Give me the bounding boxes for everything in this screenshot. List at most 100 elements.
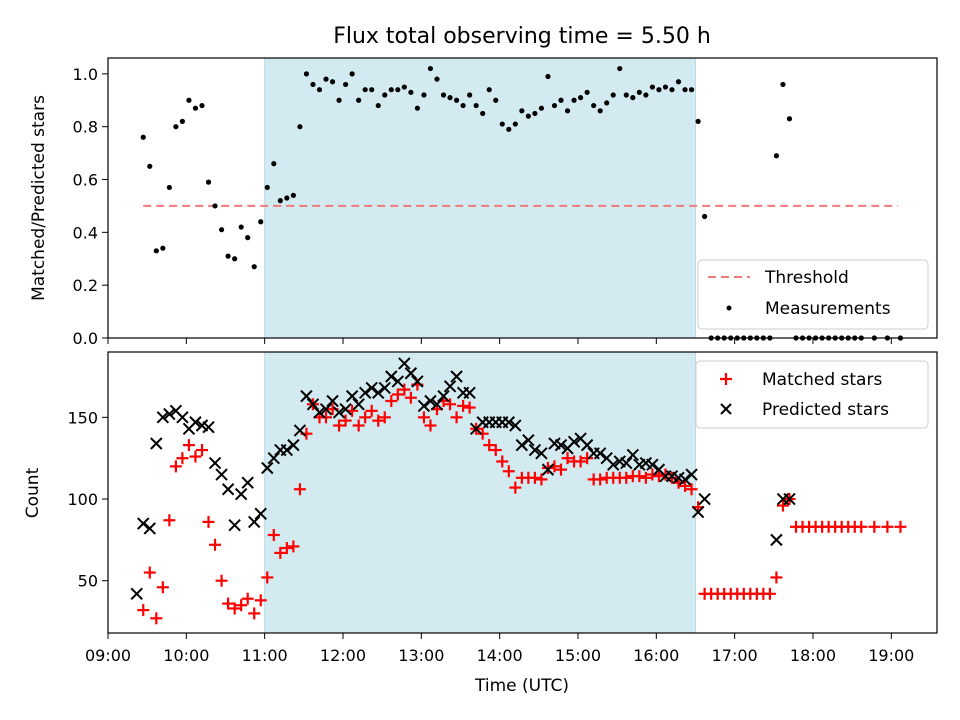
- measurement-point: [773, 153, 780, 159]
- measurement-point: [545, 73, 551, 80]
- measurement-point: [329, 79, 336, 85]
- predicted-star-point: [241, 476, 254, 489]
- measurement-point: [551, 102, 558, 109]
- predicted-star-point: [326, 394, 339, 408]
- bottom-x-tick-label: 19:00: [868, 646, 914, 665]
- matched-star-point: [222, 597, 235, 610]
- measurement-point: [421, 92, 427, 98]
- measurement-point: [271, 161, 277, 167]
- matched-star-point: [776, 499, 789, 512]
- measurement-point: [493, 97, 499, 103]
- matched-star-point: [763, 587, 776, 600]
- predicted-star-point: [261, 461, 274, 475]
- bottom-x-tick-label: 16:00: [633, 646, 679, 665]
- matched-star-point: [391, 388, 404, 401]
- measurement-point: [617, 65, 623, 72]
- matched-star-point: [417, 411, 430, 424]
- predicted-star-point: [208, 456, 222, 470]
- measurement-point: [636, 89, 642, 95]
- predicted-star-point: [365, 381, 378, 395]
- predicted-star-point: [319, 402, 333, 416]
- matched-star-point: [365, 404, 378, 417]
- measurement-point: [564, 108, 571, 114]
- measurement-point: [362, 87, 368, 93]
- matched-star-point: [287, 540, 300, 553]
- matched-star-point: [215, 574, 228, 587]
- matched-star-point: [378, 411, 391, 424]
- measurement-point: [343, 81, 349, 88]
- matched-star-point: [555, 463, 568, 476]
- measurement-point: [310, 81, 316, 88]
- bottom-x-tick-label: 18:00: [790, 646, 836, 665]
- top-y-tick-label: 0.4: [73, 223, 98, 242]
- predicted-star-point: [385, 370, 398, 383]
- top-legend-box: [697, 259, 929, 330]
- measurement-point: [277, 198, 283, 204]
- top-x-ticks: [107, 338, 892, 344]
- matched-star-point: [894, 520, 907, 533]
- bottom-shaded-region: [264, 352, 696, 633]
- matched-star-point: [398, 383, 411, 396]
- bottom-y-axis-label: Count: [23, 467, 43, 518]
- measurement-point: [662, 84, 669, 90]
- measurement-point: [702, 213, 708, 220]
- measurement-point: [316, 87, 323, 93]
- predicted-star-point: [580, 438, 594, 452]
- measurement-point: [349, 71, 355, 77]
- bottom-x-tick-label: 15:00: [555, 646, 601, 665]
- measurement-point: [786, 116, 793, 122]
- predicted-star-point: [300, 389, 313, 403]
- measurement-point: [336, 97, 342, 103]
- predicted-star-point: [515, 438, 529, 452]
- predicted-star-point: [143, 522, 156, 535]
- measurement-point: [512, 121, 518, 127]
- matched-star-point: [333, 419, 346, 432]
- bottom-legend: Matched stars Predicted stars: [695, 360, 929, 429]
- predicted-star-point: [221, 483, 235, 496]
- measurement-point: [649, 84, 655, 90]
- matched-star-point: [195, 444, 208, 457]
- matched-star-point: [652, 470, 665, 483]
- matched-star-point: [339, 414, 352, 427]
- legend-predicted-swatch: [720, 403, 732, 415]
- measurement-point: [251, 264, 257, 270]
- predicted-star-point: [332, 406, 346, 419]
- matched-star-point: [156, 581, 169, 594]
- matched-star-point: [685, 483, 698, 496]
- predicted-star-point: [567, 435, 581, 449]
- predicted-star-point: [430, 398, 444, 411]
- predicted-star-point: [358, 386, 372, 400]
- x-axis-label: Time (UTC): [474, 676, 569, 696]
- top-y-tick-label: 0.8: [73, 118, 98, 137]
- top-y-axis: 0.0 0.2 0.4 0.6 0.8 1.0: [73, 58, 696, 348]
- matched-star-point: [143, 566, 156, 579]
- matched-star-point: [248, 607, 261, 620]
- measurement-point: [160, 245, 166, 251]
- predicted-star-point: [691, 505, 705, 519]
- matched-star-point: [633, 470, 646, 483]
- bottom-x-tick-label: 11:00: [242, 646, 288, 665]
- measurement-point: [173, 124, 179, 130]
- measurement-point: [395, 87, 401, 93]
- measurement-point: [238, 224, 244, 230]
- predicted-star-point: [554, 438, 568, 452]
- predicted-star-point: [202, 420, 215, 434]
- measurement-point: [688, 87, 695, 93]
- predicted-star-point: [607, 458, 620, 471]
- measurement-point: [669, 87, 675, 93]
- predicted-star-point: [313, 406, 326, 419]
- predicted-star-point: [502, 416, 515, 429]
- predicted-star-point: [620, 456, 633, 470]
- predicted-star-point: [398, 357, 411, 370]
- bottom-plot-frame: [107, 351, 938, 634]
- predicted-star-point: [783, 492, 796, 506]
- measurement-point: [643, 92, 649, 98]
- predicted-star-point: [522, 434, 535, 447]
- top-plot-frame: [107, 57, 938, 339]
- predicted-star-point: [391, 375, 405, 388]
- predicted-star-point: [234, 487, 248, 501]
- top-legend: Threshold Measurements: [697, 259, 929, 330]
- predicted-star-point: [189, 416, 202, 429]
- measurement-point: [192, 105, 199, 111]
- matched-star-point: [359, 411, 372, 424]
